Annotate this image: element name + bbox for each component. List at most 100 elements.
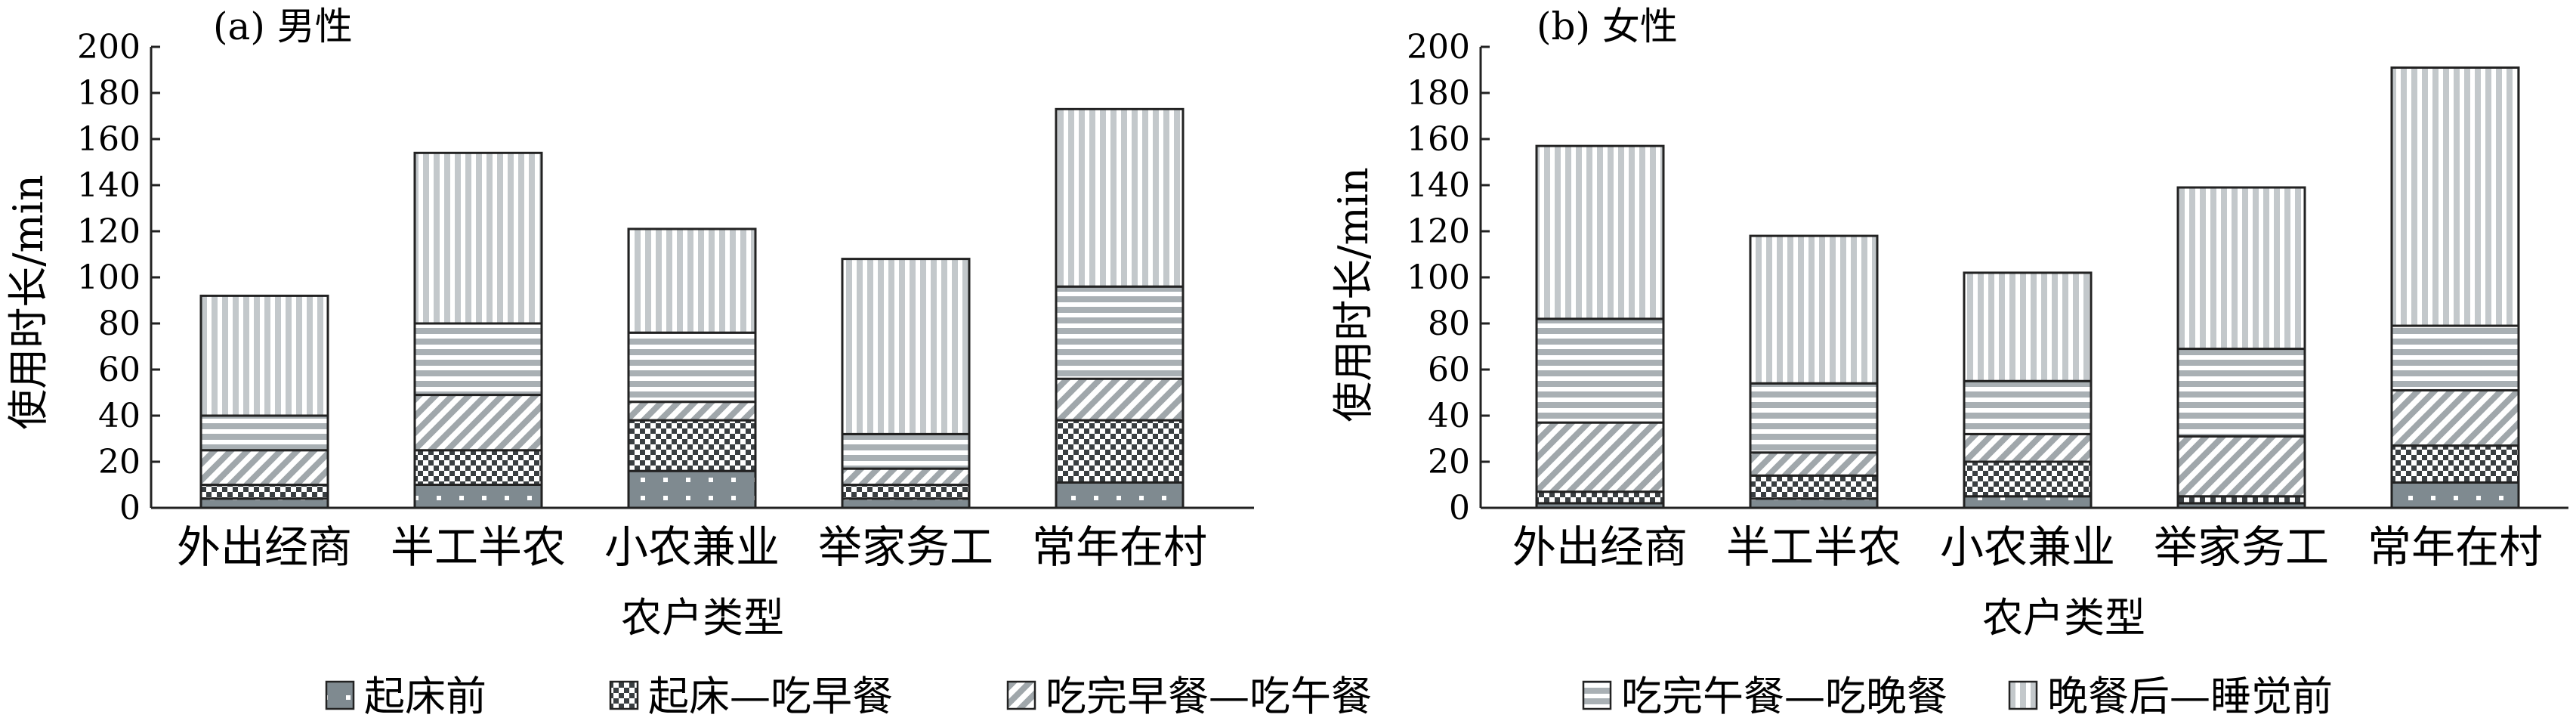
bar-segment-半工半农-吃完午餐-吃晚餐 xyxy=(1749,382,1879,454)
legend-label: 吃完早餐—吃午餐 xyxy=(1046,673,1372,720)
bar-segment-小农兼业-起床前 xyxy=(1963,495,2093,509)
x-category-label: 常年在村 xyxy=(2368,521,2543,573)
y-tick-label: 140 xyxy=(77,166,141,205)
x-axis-title: 农户类型 xyxy=(1982,594,2145,642)
bar-segment-半工半农-起床前 xyxy=(413,484,543,509)
y-tick-label: 100 xyxy=(1407,258,1470,297)
legend-item-3: 吃完早餐—吃午餐 xyxy=(1006,673,1372,720)
bar-segment-半工半农-起床-吃早餐 xyxy=(1749,474,1879,500)
legend-swatch xyxy=(325,680,355,710)
bar-segment-外出经商-晚餐后-睡觉前 xyxy=(1535,144,1665,320)
y-tick-label: 180 xyxy=(77,74,141,113)
x-category-label: 半工半农 xyxy=(1726,521,1901,573)
y-tick-label: 0 xyxy=(1449,489,1470,527)
legend-item-4: 吃完午餐—吃晚餐 xyxy=(1582,673,1947,720)
bar-segment-半工半农-晚餐后-睡觉前 xyxy=(413,151,543,325)
y-tick-label: 140 xyxy=(1407,166,1470,205)
bar-segment-常年在村-吃完早餐-吃午餐 xyxy=(1055,377,1185,422)
y-tick-label: 120 xyxy=(77,212,141,251)
bar-segment-半工半农-吃完早餐-吃午餐 xyxy=(413,394,543,452)
bar-segment-举家务工-晚餐后-睡觉前 xyxy=(841,258,971,435)
x-category-label: 小农兼业 xyxy=(604,521,780,573)
bar-segment-常年在村-起床-吃早餐 xyxy=(2390,444,2520,484)
bar-segment-外出经商-吃完早餐-吃午餐 xyxy=(199,449,329,486)
bar-segment-常年在村-吃完午餐-吃晚餐 xyxy=(2390,324,2520,391)
bar-segment-外出经商-起床-吃早餐 xyxy=(1535,490,1665,505)
legend-swatch xyxy=(1582,680,1612,710)
legend-item-2: 起床—吃早餐 xyxy=(609,673,893,720)
y-tick-label: 0 xyxy=(119,489,141,527)
bar-segment-外出经商-吃完午餐-吃晚餐 xyxy=(199,414,329,452)
bar-segment-小农兼业-吃完早餐-吃午餐 xyxy=(1963,432,2093,463)
legend-label: 吃完午餐—吃晚餐 xyxy=(1621,673,1947,720)
bar-segment-常年在村-吃完早餐-吃午餐 xyxy=(2390,388,2520,447)
bar-segment-半工半农-起床前 xyxy=(1749,497,1879,509)
legend-label: 起床前 xyxy=(364,673,486,720)
x-axis-title: 农户类型 xyxy=(621,594,784,642)
bar-segment-外出经商-起床前 xyxy=(199,497,329,509)
y-tick-label: 20 xyxy=(98,443,141,481)
panel-title: (a) 男性 xyxy=(213,5,353,48)
y-tick-label: 160 xyxy=(1407,120,1470,159)
bar-segment-半工半农-起床-吃早餐 xyxy=(413,449,543,486)
bar-segment-小农兼业-晚餐后-睡觉前 xyxy=(1963,271,2093,382)
bar-segment-外出经商-起床-吃早餐 xyxy=(199,484,329,500)
bar-segment-常年在村-晚餐后-睡觉前 xyxy=(1055,107,1185,288)
y-tick-label: 120 xyxy=(1407,212,1470,251)
bar-segment-小农兼业-起床前 xyxy=(627,469,757,509)
y-tick-label: 160 xyxy=(77,120,141,159)
bar-segment-常年在村-起床前 xyxy=(1055,481,1185,509)
bar-segment-举家务工-起床前 xyxy=(841,497,971,509)
legend-swatch xyxy=(609,680,639,710)
legend-swatch xyxy=(1006,680,1036,710)
bar-segment-常年在村-起床前 xyxy=(2390,481,2520,509)
y-tick-label: 40 xyxy=(1428,397,1470,435)
bar-segment-小农兼业-吃完午餐-吃晚餐 xyxy=(1963,379,2093,435)
bar-segment-小农兼业-吃完午餐-吃晚餐 xyxy=(627,331,757,404)
bar-segment-举家务工-吃完早餐-吃午餐 xyxy=(841,467,971,487)
panel-female: (b) 女性 使用时长/min 农户类型 0 20 40 60 80 100 120 140 1… xyxy=(1330,5,2568,642)
y-tick-label: 60 xyxy=(1428,351,1470,389)
x-category-label: 半工半农 xyxy=(391,521,566,573)
bar-segment-常年在村-晚餐后-睡觉前 xyxy=(2390,66,2520,327)
y-axis-title: 使用时长/min xyxy=(5,175,52,429)
bar-segment-小农兼业-晚餐后-睡觉前 xyxy=(627,227,757,334)
bar-segment-举家务工-吃完午餐-吃晚餐 xyxy=(2176,348,2306,438)
bar-segment-小农兼业-起床-吃早餐 xyxy=(627,419,757,472)
bar-segment-小农兼业-吃完早餐-吃午餐 xyxy=(627,401,757,422)
bar-segment-半工半农-吃完早餐-吃午餐 xyxy=(1749,451,1879,477)
legend-item-5: 晚餐后—睡觉前 xyxy=(2008,673,2333,720)
y-tick-label: 60 xyxy=(98,351,141,389)
y-axis-title: 使用时长/min xyxy=(1330,167,1377,422)
y-tick-label: 180 xyxy=(1407,74,1470,113)
bar-segment-常年在村-起床-吃早餐 xyxy=(1055,419,1185,484)
legend-label: 晚餐后—睡觉前 xyxy=(2047,673,2333,720)
legend-item-1: 起床前 xyxy=(325,673,486,720)
bar-segment-小农兼业-起床-吃早餐 xyxy=(1963,460,2093,498)
bar-segment-举家务工-晚餐后-睡觉前 xyxy=(2176,186,2306,351)
x-category-label: 举家务工 xyxy=(818,521,993,573)
bar-segment-外出经商-吃完午餐-吃晚餐 xyxy=(1535,317,1665,424)
x-category-label: 外出经商 xyxy=(177,521,352,573)
x-category-label: 举家务工 xyxy=(2154,521,2329,573)
x-category-label: 常年在村 xyxy=(1032,521,1207,573)
bar-segment-举家务工-吃完午餐-吃晚餐 xyxy=(841,432,971,470)
y-tick-label: 200 xyxy=(77,28,141,67)
legend: 起床前 起床—吃早餐 吃完早餐—吃午餐 吃完午餐—吃晚餐 晚餐后—睡觉前 xyxy=(325,673,2333,720)
bar-segment-外出经商-晚餐后-睡觉前 xyxy=(199,294,329,417)
bar-segment-举家务工-起床-吃早餐 xyxy=(841,484,971,500)
bar-segment-半工半农-晚餐后-睡觉前 xyxy=(1749,234,1879,385)
panel-male: (a) 男性 使用时长/min 农户类型 0 20 40 60 80 100 120 140 1… xyxy=(5,5,1254,642)
panel-title: (b) 女性 xyxy=(1537,5,1678,48)
y-tick-label: 80 xyxy=(98,305,141,343)
y-tick-label: 40 xyxy=(98,397,141,435)
y-tick-label: 80 xyxy=(1428,305,1470,343)
bar-segment-常年在村-吃完午餐-吃晚餐 xyxy=(1055,285,1185,380)
legend-swatch xyxy=(2008,680,2038,710)
x-category-label: 小农兼业 xyxy=(1940,521,2115,573)
y-tick-label: 20 xyxy=(1428,443,1470,481)
bar-segment-举家务工-吃完早餐-吃午餐 xyxy=(2176,435,2306,498)
bar-segment-外出经商-吃完早餐-吃午餐 xyxy=(1535,421,1665,493)
y-tick-label: 100 xyxy=(77,258,141,297)
